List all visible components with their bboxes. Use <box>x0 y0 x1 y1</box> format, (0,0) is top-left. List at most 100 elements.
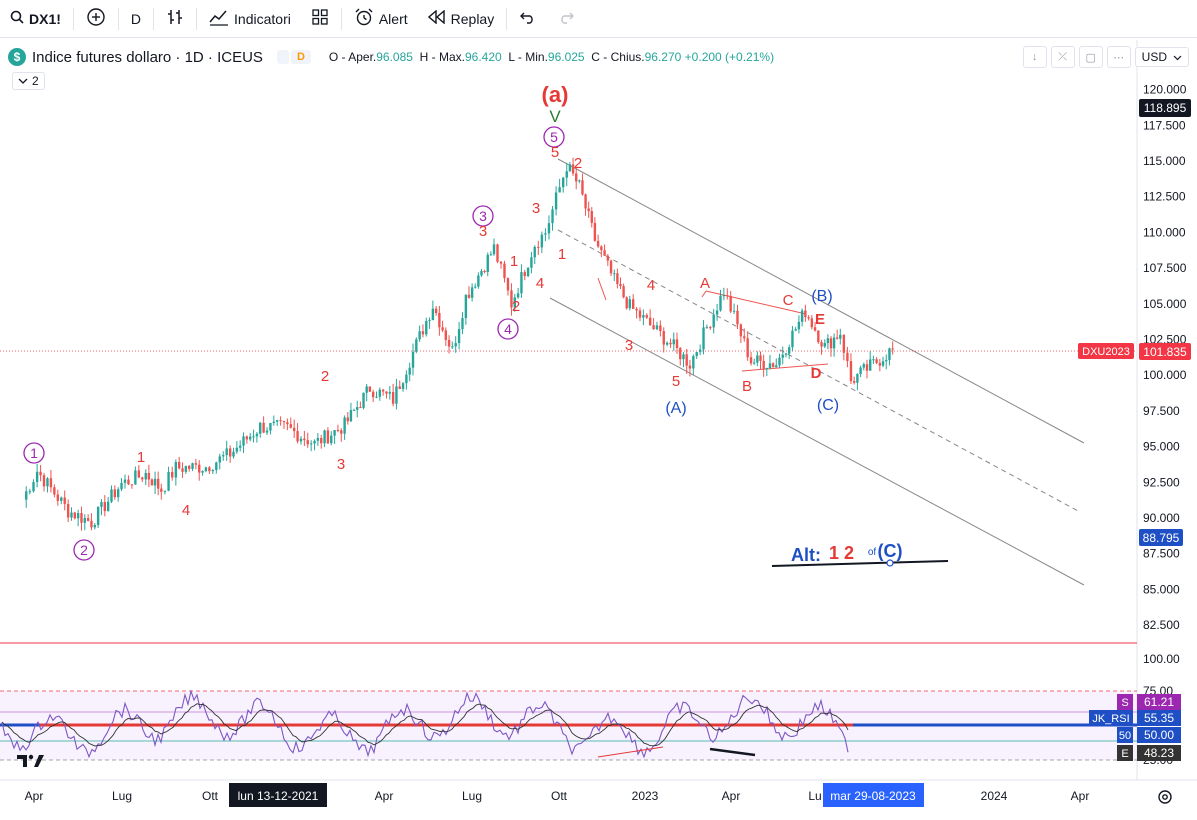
candle-body <box>781 354 784 358</box>
candle-body <box>600 246 603 251</box>
wave-label-blue[interactable]: (A) <box>665 400 686 417</box>
symbol-logo[interactable]: $ <box>8 48 26 66</box>
wave-label[interactable]: C <box>783 292 794 309</box>
symbol-price-tag <box>1078 343 1134 359</box>
candle-body <box>127 479 130 485</box>
wave-label[interactable]: 1 <box>137 449 145 466</box>
alt-count-line[interactable] <box>771 560 949 567</box>
candle-body <box>255 433 259 437</box>
candle-body <box>593 222 597 241</box>
undo-button[interactable] <box>509 0 547 38</box>
candle-body <box>544 233 547 235</box>
channel-upper-line[interactable] <box>557 158 1085 444</box>
badge-delayed[interactable]: D <box>290 50 311 64</box>
candle-body <box>685 354 688 366</box>
price-axis[interactable]: 120.000 117.500 115.000 112.500 110.000 107.5… <box>1143 83 1187 633</box>
logo-dot <box>28 754 34 760</box>
indicators-button[interactable]: Indicatori <box>199 0 301 38</box>
candle-body <box>70 512 73 518</box>
candle-body <box>428 320 431 322</box>
symbol-search-button[interactable]: DX1! <box>0 0 71 38</box>
candle-body <box>408 367 411 375</box>
rsi-axis[interactable]: 100.0075.0025.00S61.21JK_RSI55.355050.00… <box>1089 652 1181 767</box>
candle-body <box>421 331 425 335</box>
wave-label-blue[interactable]: (B) <box>811 288 832 305</box>
candle-body <box>225 448 228 456</box>
wave-label[interactable]: 4 <box>182 502 190 519</box>
price-tick-label: 95.000 <box>1143 440 1180 454</box>
wave-label[interactable]: 3 <box>532 200 540 217</box>
wave-label[interactable]: B <box>742 378 752 395</box>
wave-label-circled[interactable]: 2 <box>80 542 88 558</box>
market-badges: D <box>276 50 311 64</box>
wave-label[interactable]: A <box>700 275 710 292</box>
gear-icon[interactable] <box>1158 790 1172 804</box>
wave-label[interactable]: E <box>815 311 825 328</box>
more-button[interactable]: ⋯ <box>1106 46 1131 68</box>
alt-count-of[interactable]: of <box>868 547 877 558</box>
wave-label-circled[interactable]: 4 <box>504 321 512 337</box>
currency-select[interactable]: USD <box>1134 47 1189 67</box>
wave-label[interactable]: 2 <box>512 298 520 315</box>
alert-button[interactable]: Alert <box>344 0 418 38</box>
wave-label[interactable]: 1 <box>558 246 566 263</box>
candle-body <box>709 327 712 329</box>
alt-count-wave-1[interactable]: 1 <box>829 543 839 563</box>
time-axis[interactable]: Apr Lug Ott Apr Lug Ott 2023 Apr Lu 2024 Apr <box>25 789 1090 803</box>
channel-lines[interactable] <box>549 158 1085 586</box>
wave-label[interactable]: 4 <box>536 275 544 292</box>
wave-label[interactable]: 5 <box>551 144 559 161</box>
alt-price-label <box>1139 529 1183 546</box>
wave-label-top-v[interactable]: V <box>549 107 561 126</box>
wave-label[interactable]: D <box>811 365 822 382</box>
redo-button[interactable] <box>547 0 585 38</box>
wave-label-circled[interactable]: 3 <box>479 208 487 224</box>
collapse-button[interactable]: ⤫ <box>1050 46 1075 68</box>
candle-body <box>336 430 340 432</box>
candle-body <box>249 436 252 440</box>
chart-type-button[interactable] <box>156 0 194 38</box>
candle-body <box>362 392 365 408</box>
wave-label-blue[interactable]: (C) <box>817 397 839 414</box>
tradingview-logo[interactable] <box>17 754 44 767</box>
wave-label[interactable]: 2 <box>574 155 582 172</box>
indicators-toggle-button[interactable]: 2 <box>12 72 45 90</box>
wave-label[interactable]: 3 <box>625 337 633 354</box>
triangle-upper-line[interactable] <box>705 290 807 315</box>
wave-label[interactable]: 1 <box>510 253 518 270</box>
alt-count-wave-c[interactable]: (C) <box>878 541 903 561</box>
close-label: C - Chius. <box>591 50 645 64</box>
candle-body <box>872 359 875 361</box>
alt-count-label[interactable]: Alt: <box>791 545 821 565</box>
price-chart[interactable]: 120.000 117.500 115.000 112.500 110.000 107.5… <box>0 40 1197 820</box>
layouts-button[interactable] <box>301 0 339 38</box>
alt-line-handle[interactable] <box>886 559 894 567</box>
scroll-down-button[interactable]: ↓ <box>1022 46 1047 68</box>
ohlc-values: O - Aper.96.085 H - Max.96.420 L - Min.9… <box>329 50 774 64</box>
maximize-button[interactable]: ▢ <box>1078 46 1103 68</box>
candle-body <box>123 479 127 483</box>
wave-label[interactable]: 2 <box>321 368 329 385</box>
wave-label[interactable]: 3 <box>337 456 345 473</box>
triangle-lower-line[interactable] <box>741 363 829 372</box>
wave-label-top[interactable]: (a) <box>542 82 569 107</box>
replay-button[interactable]: Replay <box>418 0 505 38</box>
time-tick-label: 2023 <box>632 789 659 803</box>
candle-body <box>756 355 759 363</box>
wave-label[interactable]: 4 <box>647 277 655 294</box>
rsi-tag-bg <box>1117 694 1133 710</box>
chart-title[interactable]: Indice futures dollaro · 1D · ICEUS <box>32 48 263 66</box>
arrow-down-icon: ↓ <box>1031 51 1038 63</box>
wave-label[interactable]: 3 <box>479 223 487 240</box>
channel-lower-line[interactable] <box>549 297 1085 586</box>
interval-button[interactable]: D <box>121 0 151 38</box>
alt-count-wave-2[interactable]: 2 <box>844 543 854 563</box>
wave-label-circled[interactable]: 1 <box>30 445 38 461</box>
compare-symbol-button[interactable] <box>76 0 116 38</box>
candle-body <box>672 339 675 345</box>
candle-body <box>642 315 645 318</box>
wave-label-circled[interactable]: 5 <box>550 129 558 145</box>
wave-label[interactable]: 5 <box>672 373 680 390</box>
candle-body <box>191 463 194 469</box>
